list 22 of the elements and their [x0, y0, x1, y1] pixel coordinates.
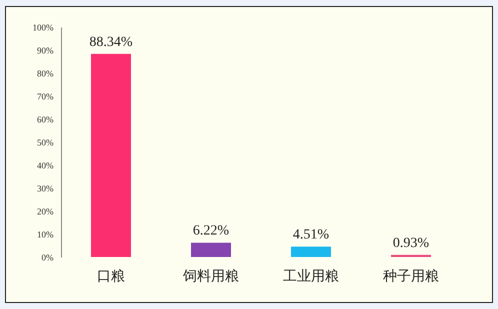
y-tick-label: 0% [42, 252, 54, 262]
bar [191, 242, 231, 257]
x-tick-label: 口粮 [97, 268, 125, 284]
data-label: 6.22% [192, 224, 230, 239]
y-tick-label: 10% [37, 230, 54, 240]
data-label: 0.93% [392, 236, 430, 251]
data-label: 88.34% [89, 34, 133, 50]
y-tick-label: 50% [37, 138, 54, 148]
y-tick-label: 80% [37, 68, 54, 78]
y-tick-label: 70% [37, 92, 54, 102]
y-tick-label: 40% [37, 160, 54, 170]
x-tick-label: 种子用粮 [383, 268, 439, 284]
y-tick-label: 60% [37, 114, 54, 124]
y-tick-label: 30% [37, 184, 54, 194]
x-tick-label: 工业用粮 [283, 268, 339, 284]
y-tick-label: 20% [37, 206, 54, 216]
bar [291, 246, 331, 257]
bar [91, 54, 131, 257]
y-tick-label: 100% [32, 22, 54, 32]
x-tick-label: 饲料用粮 [182, 268, 239, 284]
y-tick-label: 90% [37, 46, 54, 56]
data-label: 4.51% [292, 228, 330, 243]
